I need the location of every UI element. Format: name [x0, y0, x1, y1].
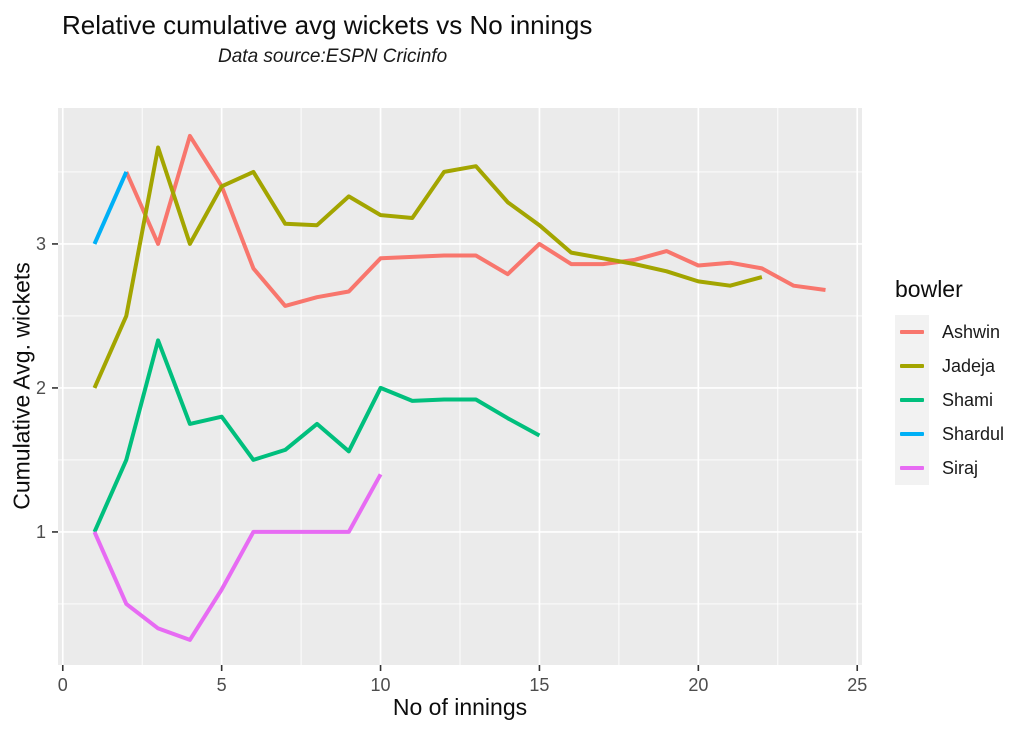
x-tick-label: 10 — [371, 675, 391, 695]
legend-key — [895, 383, 929, 417]
x-tick-label: 15 — [529, 675, 549, 695]
y-tick-label: 1 — [36, 522, 46, 542]
x-tick-label: 5 — [217, 675, 227, 695]
x-tick-label: 20 — [688, 675, 708, 695]
series-line-siraj — [92, 473, 383, 642]
x-tick-label: 25 — [847, 675, 867, 695]
x-axis-title: No of innings — [392, 694, 528, 720]
legend-swatch-siraj — [900, 466, 924, 470]
legend-label: Shardul — [942, 423, 1005, 444]
legend-items: Ashwin Jadeja Shami Shardul Siraj — [880, 315, 1023, 485]
x-tick-label: 0 — [58, 675, 68, 695]
series-line-jadeja — [92, 145, 763, 389]
legend-item-jadeja: Jadeja — [880, 349, 1023, 383]
legend-label: Siraj — [942, 457, 979, 478]
y-tick-label: 3 — [36, 234, 46, 254]
legend-label: Ashwin — [942, 321, 1001, 342]
series-line-ashwin — [124, 133, 826, 308]
chart-title: Relative cumulative avg wickets vs No in… — [62, 10, 593, 40]
legend-swatch-shami — [900, 398, 924, 402]
minor-gridlines — [58, 108, 862, 665]
legend-swatch-ashwin — [900, 330, 924, 334]
legend: bowler Ashwin Jadeja Shami Shardul Siraj — [880, 276, 1023, 485]
legend-item-siraj: Siraj — [880, 451, 1023, 485]
legend-key — [895, 315, 929, 349]
legend-key — [895, 417, 929, 451]
series-line-shami — [92, 338, 541, 533]
y-tick-label: 2 — [36, 378, 46, 398]
series-line-shardul — [92, 171, 129, 245]
chart-subtitle: Data source:ESPN Cricinfo — [218, 46, 448, 67]
legend-key — [895, 349, 929, 383]
legend-key — [895, 451, 929, 485]
legend-item-shami: Shami — [880, 383, 1023, 417]
legend-title: bowler — [895, 276, 963, 302]
legend-swatch-shardul — [900, 432, 924, 436]
legend-item-shardul: Shardul — [880, 417, 1023, 451]
tick-labels: 0 5 10 15 20 25 1 2 3 — [36, 234, 867, 695]
tick-marks — [52, 243, 859, 671]
y-axis-title: Cumulative Avg. wickets — [8, 262, 35, 510]
legend-label: Shami — [942, 389, 994, 410]
legend-label: Jadeja — [942, 355, 996, 376]
legend-swatch-jadeja — [900, 364, 924, 368]
legend-item-ashwin: Ashwin — [880, 315, 1023, 349]
